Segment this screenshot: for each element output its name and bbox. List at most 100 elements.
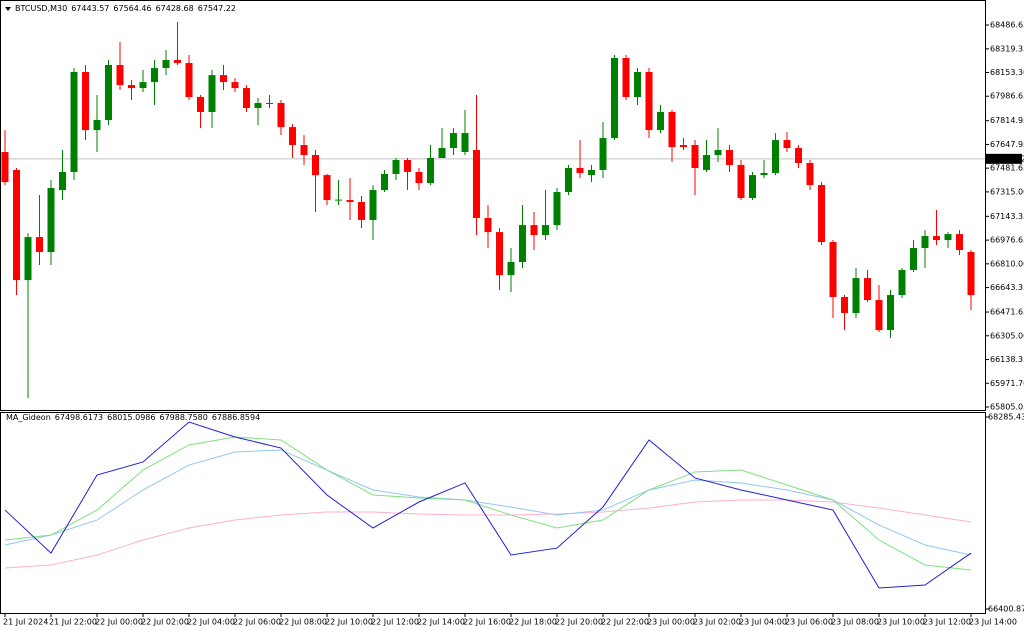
candle-body	[358, 202, 365, 220]
candle-body	[611, 57, 618, 139]
price-label-bg	[986, 153, 1022, 164]
y-tick-label: 67315.00	[990, 187, 1024, 196]
candle-body	[450, 133, 457, 149]
candle-body	[956, 234, 963, 251]
y-tick-label: 66400.8724	[988, 605, 1024, 614]
x-tick-label: 22 Jul 12:00	[371, 618, 419, 627]
candle-body	[921, 236, 929, 249]
y-tick-label: 68319.35	[990, 44, 1024, 53]
candle-body	[13, 169, 20, 281]
x-tick-label: 22 Jul 06:00	[233, 618, 281, 627]
candle-body	[887, 295, 894, 331]
candle-body	[438, 148, 446, 159]
x-tick-label: 23 Jul 06:00	[785, 618, 833, 627]
candle-body	[392, 159, 400, 174]
candle-body	[944, 234, 952, 241]
candle-body	[806, 162, 814, 186]
y-tick-label: 67986.65	[990, 92, 1024, 101]
x-tick-label: 22 Jul 18:00	[509, 618, 557, 627]
candle-body	[933, 236, 940, 241]
candle-body	[197, 97, 204, 112]
indicator-header: MA_Gideon 67498.6173 68015.0986 67988.7580 6…	[6, 413, 260, 423]
main-header: BTCUSD,M30 67443.57 67564.46 67428.68 67547.…	[15, 4, 236, 14]
candle-body	[24, 237, 32, 281]
x-tick-label: 22 Jul 20:00	[555, 618, 603, 627]
candle-body	[530, 225, 538, 236]
candle-body	[473, 150, 480, 218]
candle-body	[507, 261, 515, 276]
main-pane	[0, 0, 986, 411]
x-tick-label: 23 Jul 12:00	[923, 618, 971, 627]
candle-body	[174, 59, 181, 63]
y-tick-label: 67481.65	[990, 164, 1024, 173]
candle-body	[875, 300, 883, 331]
candle-body	[116, 64, 124, 86]
candle-body	[588, 169, 595, 176]
y-tick-label: 66810.00	[990, 259, 1024, 268]
x-tick-label: 23 Jul 00:00	[647, 618, 695, 627]
candle-body	[404, 159, 411, 172]
candle-body	[381, 173, 388, 191]
x-tick-label: 23 Jul 10:00	[877, 618, 925, 627]
candle-body	[231, 82, 239, 89]
candle-body	[82, 71, 89, 131]
candle-body	[760, 172, 768, 176]
candle-body	[415, 171, 423, 184]
x-tick-label: 22 Jul 22:00	[601, 618, 649, 627]
indicator-line	[4, 421, 972, 589]
candle-body	[277, 103, 285, 128]
candle-body	[542, 225, 549, 236]
header-value: 67498.6173	[54, 413, 104, 422]
candle-body	[726, 150, 733, 165]
candle-body	[461, 133, 469, 153]
menu-arrow[interactable]	[5, 7, 11, 11]
candle-body	[553, 192, 561, 226]
candle-body	[496, 232, 503, 276]
candle-body	[864, 278, 871, 301]
y-tick-label: 66471.65	[990, 308, 1024, 317]
x-tick-label: 22 Jul 00:00	[95, 618, 143, 627]
y-tick-label: 67814.95	[990, 116, 1024, 125]
y-tick-label: 68153.30	[990, 68, 1024, 77]
candle-body	[484, 217, 492, 233]
candle-body	[300, 145, 308, 156]
candle-body	[185, 62, 193, 98]
candle-body	[622, 57, 630, 98]
candle-body	[519, 225, 526, 262]
y-tick-label: 65971.70	[990, 379, 1024, 388]
symbol: BTCUSD,M30	[15, 4, 68, 13]
header-value: 67443.57	[71, 4, 110, 13]
indicator-title: MA_Gideon	[6, 413, 51, 422]
candle-body	[369, 190, 377, 220]
x-tick-label: 23 Jul 04:00	[739, 618, 787, 627]
candle-body	[59, 171, 66, 191]
candle-body	[703, 155, 710, 170]
y-tick-label: 68285.4313	[988, 413, 1024, 422]
x-tick-label: 21 Jul 2024	[3, 618, 48, 627]
candle-body	[795, 148, 802, 163]
candle-body	[1, 152, 9, 183]
price-label: 67547.22	[988, 154, 1024, 163]
candle-body	[967, 252, 975, 296]
candle-body	[634, 71, 641, 98]
candle-body	[346, 200, 354, 203]
candle-body	[335, 199, 342, 201]
candle-body	[427, 158, 434, 184]
candle-body	[266, 103, 273, 105]
x-tick-label: 21 Jul 22:00	[49, 618, 97, 627]
x-tick-label: 22 Jul 02:00	[141, 618, 189, 627]
candle-body	[70, 71, 78, 172]
y-tick-label: 66305.00	[990, 331, 1024, 340]
candle-body	[818, 185, 825, 243]
candle-body	[565, 167, 572, 193]
indicator-line	[4, 499, 972, 569]
candle-body	[36, 237, 43, 253]
candle-body	[208, 75, 216, 112]
candle-body	[841, 297, 848, 313]
candle-body	[910, 248, 917, 270]
candle-body	[829, 242, 837, 298]
candle-body	[645, 71, 653, 131]
indicator-line	[4, 449, 972, 556]
